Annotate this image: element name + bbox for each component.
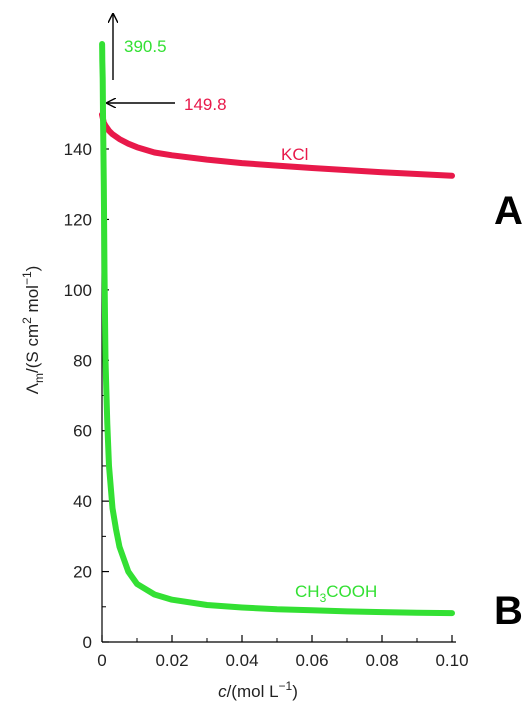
x-axis-title-close: ) xyxy=(292,682,298,701)
x-axis-title-var: c xyxy=(218,682,227,701)
panel-label-a: A xyxy=(494,189,523,233)
series-line-ch3cooh xyxy=(99,41,455,617)
y-tick-label: 60 xyxy=(73,422,92,441)
series-label-kcl: KCl xyxy=(281,145,308,164)
x-axis-title-sup: −1 xyxy=(279,679,293,693)
y-tick-label: 100 xyxy=(64,281,92,300)
y-axis-title-close: ) xyxy=(23,266,42,272)
annotation-149-8: 149.8 xyxy=(184,95,227,114)
x-tick-label: 0 xyxy=(97,651,106,670)
axes xyxy=(101,44,456,643)
x-axis-title-rest: /(mol L xyxy=(227,682,279,701)
x-ticks: 0 0.02 0.04 0.06 0.08 0.10 xyxy=(97,635,469,670)
y-axis-title: Λm/(S cm2 mol−1) xyxy=(20,266,46,395)
x-tick-label: 0.08 xyxy=(365,651,398,670)
y-tick-label: 120 xyxy=(64,210,92,229)
y-axis-title-mid2: mol xyxy=(23,285,42,317)
y-tick-label: 40 xyxy=(73,492,92,511)
series-layer xyxy=(99,41,455,617)
annotation-390-5: 390.5 xyxy=(124,37,167,56)
x-tick-label: 0.02 xyxy=(155,651,188,670)
series-label-ch3cooh: CH3COOH xyxy=(295,582,377,605)
ch3cooh-label-rest: COOH xyxy=(326,582,377,601)
y-tick-label: 80 xyxy=(73,351,92,370)
y-axis-title-sup2: −1 xyxy=(20,271,34,285)
y-tick-label: 140 xyxy=(64,140,92,159)
x-tick-label: 0.06 xyxy=(295,651,328,670)
y-axis-title-sub: m xyxy=(32,373,46,383)
x-tick-label: 0.04 xyxy=(225,651,258,670)
y-axis-title-sym: Λ xyxy=(23,382,42,394)
x-tick-label: 0.10 xyxy=(435,651,468,670)
series-line-kcl xyxy=(99,111,455,179)
ch3cooh-label-sub: 3 xyxy=(320,591,327,605)
ch3cooh-label-main: CH xyxy=(295,582,320,601)
y-tick-label: 20 xyxy=(73,563,92,582)
panel-label-b: B xyxy=(494,589,523,633)
y-axis-title-mid: /(S cm xyxy=(23,324,42,373)
y-axis-title-sup1: 2 xyxy=(20,317,34,324)
y-tick-label: 0 xyxy=(83,633,92,652)
x-axis-title: c/(mol L−1) xyxy=(218,679,298,701)
